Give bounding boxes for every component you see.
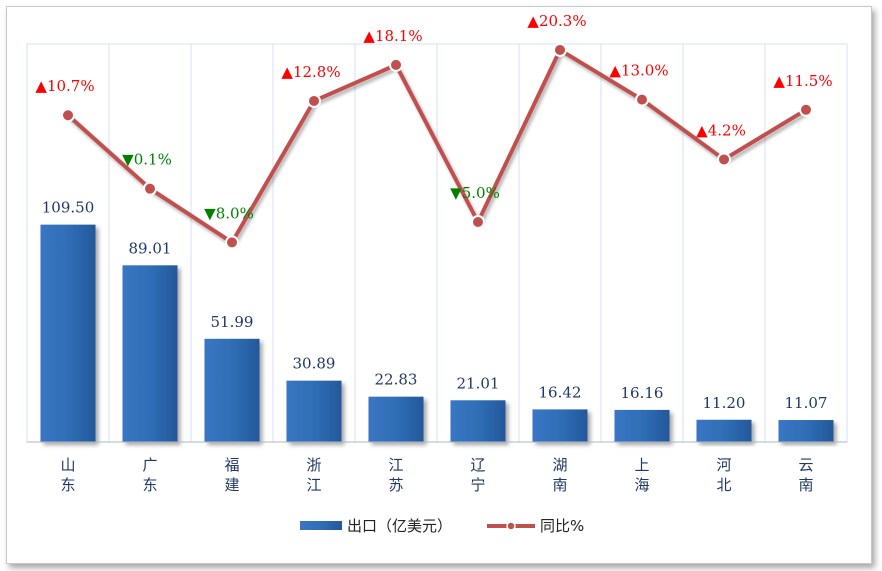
bar	[696, 419, 752, 442]
line-series	[61, 42, 813, 250]
grid-lines	[26, 44, 848, 442]
bar-value-label: 109.50	[42, 199, 95, 217]
category-label: 山	[60, 456, 75, 474]
percent-label: ▲20.3%	[527, 12, 586, 30]
category-label: 宁	[470, 476, 485, 494]
bar	[450, 400, 506, 442]
category-label: 东	[60, 476, 75, 494]
bar-value-label: 16.42	[539, 383, 582, 401]
category-label: 辽	[470, 456, 485, 474]
line-point	[471, 215, 485, 229]
bar-value-label: 89.01	[129, 239, 172, 257]
category-label: 云	[798, 456, 813, 474]
line-point	[635, 92, 649, 107]
bar-value-label: 30.89	[293, 355, 336, 373]
bar-value-label: 51.99	[211, 313, 254, 331]
legend: 出口（亿美元） 同比%	[300, 517, 584, 535]
percent-label: ▲13.0%	[609, 62, 668, 80]
category-label: 东	[142, 476, 157, 494]
data-labels: 109.50 89.01 51.99 30.89 22.83 21.01 16.42 16.1…	[35, 12, 832, 412]
category-label: 北	[716, 476, 731, 494]
legend-line-label: 同比%	[540, 517, 584, 535]
bar	[204, 338, 260, 442]
category-label: 福	[224, 456, 239, 474]
bar-series	[40, 224, 834, 442]
category-label: 苏	[388, 476, 403, 494]
bar	[778, 420, 834, 442]
line-point	[143, 181, 157, 196]
category-label: 浙	[306, 456, 321, 474]
legend-bar-swatch	[300, 521, 342, 530]
legend-bar-label: 出口（亿美元）	[347, 517, 452, 535]
bar	[368, 396, 424, 442]
category-label: 上	[634, 456, 649, 474]
category-label: 江	[388, 456, 403, 474]
bar-value-label: 22.83	[375, 371, 418, 389]
bar	[40, 224, 96, 442]
category-label: 南	[798, 476, 813, 494]
category-label: 建	[224, 476, 239, 494]
category-label: 海	[634, 476, 649, 494]
line-point	[389, 57, 403, 72]
category-label: 河	[716, 456, 731, 474]
legend-line-marker	[506, 521, 516, 531]
percent-label: ▲12.8%	[281, 63, 340, 81]
bar	[122, 265, 178, 442]
bar-value-label: 11.20	[703, 394, 746, 412]
line-point	[799, 102, 813, 117]
category-label: 南	[552, 476, 567, 494]
line-point	[61, 108, 75, 123]
percent-label: ▲18.1%	[363, 27, 422, 45]
bar	[286, 380, 342, 442]
line-point	[553, 42, 567, 57]
bar	[614, 409, 670, 442]
percent-label: ▲10.7%	[35, 77, 94, 95]
category-label: 江	[306, 476, 321, 494]
line-path	[66, 47, 808, 245]
percent-label: ▲4.2%	[696, 121, 746, 139]
percent-label: ▼5.0%	[450, 184, 500, 202]
line-point	[225, 235, 239, 250]
line-point	[307, 93, 321, 108]
bar-value-label: 11.07	[785, 394, 828, 412]
line-point	[717, 152, 731, 167]
percent-label: ▼8.0%	[204, 204, 254, 222]
bar	[532, 409, 588, 442]
bar-value-label: 21.01	[457, 374, 500, 392]
category-label: 湖	[552, 456, 567, 474]
category-label: 广	[142, 456, 157, 474]
bar-value-label: 16.16	[621, 384, 664, 402]
percent-label: ▲11.5%	[773, 72, 832, 90]
percent-label: ▼0.1%	[122, 151, 172, 169]
